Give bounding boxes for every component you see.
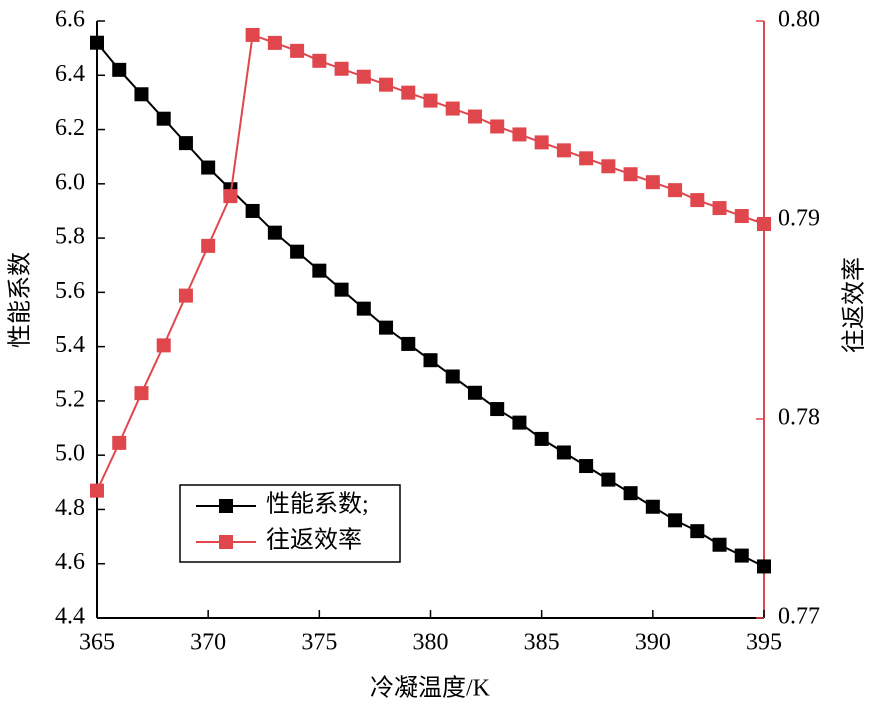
x-axis-label: 冷凝温度/K	[370, 675, 491, 702]
point-marker	[156, 111, 171, 126]
x-tick-label: 375	[301, 630, 337, 656]
legend-marker	[219, 499, 233, 513]
point-marker	[645, 175, 660, 190]
point-marker	[579, 459, 594, 474]
y-tick-label: 6.2	[55, 115, 85, 141]
legend-box	[179, 484, 401, 563]
y-tick-label: 5.8	[55, 224, 85, 250]
point-marker	[668, 513, 683, 528]
point-marker	[423, 353, 438, 368]
point-marker	[534, 135, 549, 150]
point-marker	[356, 69, 371, 84]
point-marker	[734, 209, 749, 224]
point-marker	[757, 559, 771, 574]
point-marker	[290, 43, 305, 58]
point-marker	[712, 201, 727, 216]
x-tick-label: 365	[79, 630, 115, 656]
point-marker	[134, 87, 149, 102]
y-tick-label: 6.0	[55, 169, 85, 195]
legend-label: 往返效率	[266, 527, 362, 554]
point-marker	[445, 369, 460, 384]
point-marker	[467, 109, 482, 124]
point-marker	[512, 415, 527, 430]
point-marker	[267, 225, 282, 240]
point-marker	[467, 385, 482, 400]
y-tick-label: 4.4	[55, 604, 85, 630]
y-tick-label: 6.6	[55, 7, 85, 33]
point-marker	[556, 143, 571, 158]
y-tick-label: 5.0	[55, 441, 85, 467]
point-marker	[601, 472, 616, 487]
x-tick-label: 390	[635, 630, 671, 656]
point-marker	[112, 435, 127, 450]
point-marker	[312, 53, 327, 68]
point-marker	[512, 127, 527, 142]
point-marker	[156, 338, 171, 353]
x-tick-label: 395	[746, 630, 782, 656]
point-marker	[712, 537, 727, 552]
y2-axis-label: 往返效率	[841, 257, 868, 353]
point-marker	[178, 136, 193, 151]
x-tick-label: 385	[524, 630, 560, 656]
y-tick-label: 6.4	[55, 61, 85, 87]
point-marker	[579, 151, 594, 166]
x-tick-label: 380	[413, 630, 449, 656]
point-marker	[356, 301, 371, 316]
point-marker	[223, 189, 238, 204]
point-marker	[690, 524, 705, 539]
point-marker	[490, 119, 505, 134]
point-marker	[401, 336, 416, 351]
point-marker	[757, 216, 771, 231]
y2-tick-label: 0.79	[778, 206, 820, 232]
x-tick-label: 370	[190, 630, 226, 656]
point-marker	[112, 62, 127, 77]
point-marker	[134, 386, 149, 401]
point-marker	[734, 548, 749, 563]
y-tick-label: 4.8	[55, 495, 85, 521]
point-marker	[423, 93, 438, 108]
point-marker	[90, 483, 104, 498]
point-marker	[245, 27, 260, 42]
point-marker	[245, 203, 260, 218]
y-axis-label: 性能系数	[7, 252, 34, 348]
point-marker	[445, 101, 460, 116]
point-marker	[623, 486, 638, 501]
y-tick-label: 4.6	[55, 549, 85, 575]
point-marker	[601, 159, 616, 174]
point-marker	[334, 282, 349, 297]
point-marker	[668, 183, 683, 198]
point-marker	[90, 35, 104, 50]
point-marker	[178, 288, 193, 303]
legend-marker	[219, 535, 233, 549]
point-marker	[201, 238, 216, 253]
y2-tick-label: 0.80	[778, 7, 820, 33]
point-marker	[334, 61, 349, 76]
point-marker	[645, 499, 660, 514]
point-marker	[267, 35, 282, 50]
y2-tick-label: 0.78	[778, 405, 820, 431]
point-marker	[490, 402, 505, 417]
point-marker	[401, 85, 416, 100]
point-marker	[290, 244, 305, 259]
point-marker	[379, 77, 394, 92]
point-marker	[201, 160, 216, 175]
y2-tick-label: 0.77	[778, 604, 820, 630]
point-marker	[312, 263, 327, 278]
point-marker	[556, 445, 571, 460]
point-marker	[623, 167, 638, 182]
y-tick-label: 5.6	[55, 278, 85, 304]
y-tick-label: 5.2	[55, 386, 85, 412]
point-marker	[534, 431, 549, 446]
legend-label: 性能系数;	[266, 491, 369, 518]
point-marker	[379, 320, 394, 335]
point-marker	[690, 193, 705, 208]
y-tick-label: 5.4	[55, 332, 85, 358]
